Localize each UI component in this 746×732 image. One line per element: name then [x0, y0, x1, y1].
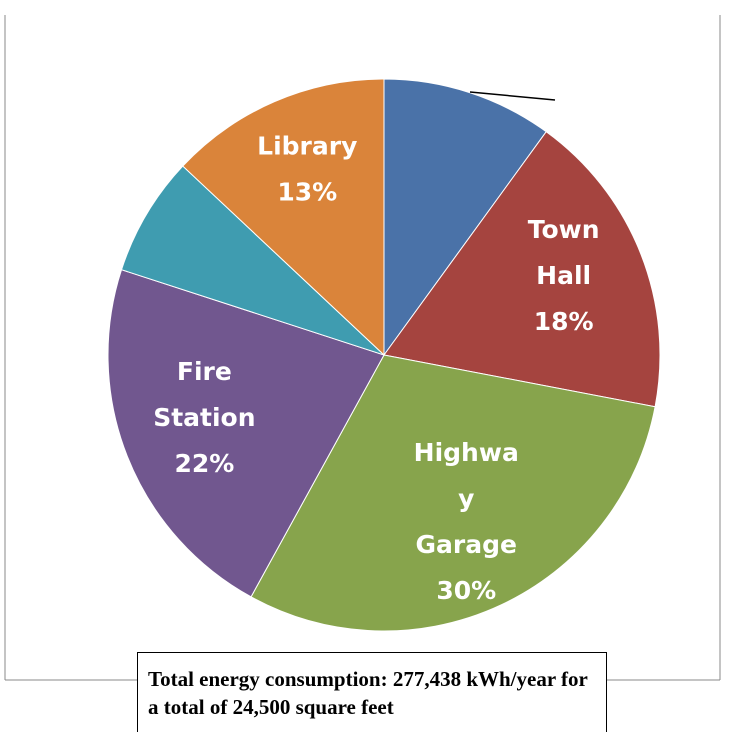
pie-slice	[182, 78, 385, 357]
slice-label: Fire Station 22%	[153, 357, 255, 478]
label-line: y	[458, 484, 474, 513]
slice-value: 13%	[277, 178, 337, 207]
annotation-box: Total energy consumption: 277,438 kWh/ye…	[137, 652, 607, 732]
slice-label: Library 13%	[257, 132, 357, 207]
label-line: Town	[528, 215, 600, 244]
leader-line	[469, 91, 556, 101]
slice-label: Town Hall 18%	[528, 215, 600, 336]
slice-category: Library	[257, 132, 357, 161]
label-line: Hall	[536, 261, 591, 290]
slice-value: 30%	[436, 576, 496, 605]
pie-slice	[120, 165, 385, 356]
slice-label: Highwa y Garage 30%	[414, 438, 519, 605]
pie-slice	[250, 354, 656, 632]
slice-category: Highwa y Garage	[414, 438, 519, 559]
label-line: Highwa	[414, 438, 519, 467]
label-line: Station	[153, 403, 255, 432]
slice-category: Town Hall	[528, 215, 600, 290]
label-line: Library	[257, 132, 357, 161]
slice-category: Fire Station	[153, 357, 255, 432]
pie: Town Hall 18% Highwa y Garage 30% Fire Station 22…	[107, 78, 661, 632]
label-line: Garage	[416, 530, 517, 559]
slice-value: 22%	[174, 449, 234, 478]
slice-value: 18%	[534, 307, 594, 336]
pie-slice	[383, 78, 547, 357]
pie-slice	[383, 131, 661, 408]
pie-slice	[107, 269, 385, 598]
label-line: Fire	[177, 357, 232, 386]
